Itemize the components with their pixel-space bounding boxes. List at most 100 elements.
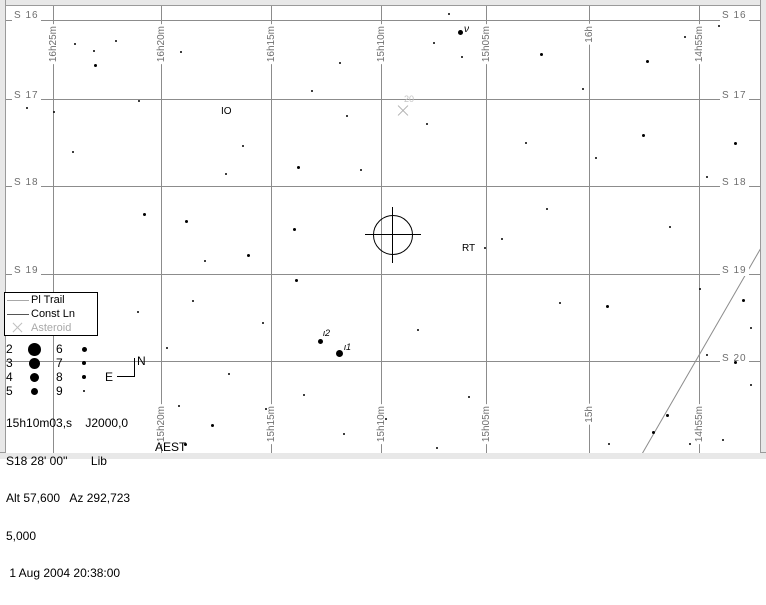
asteroid-number-label: 20 [404,94,415,104]
asteroid-cross-icon[interactable] [396,104,410,118]
timezone-label: AEST [155,440,187,454]
magnitude-dot-icon [22,357,46,369]
dec-gridline [6,274,760,275]
star [297,166,300,169]
star [166,347,168,349]
magnitude-dot-icon [22,387,46,395]
magnitude-dot-icon [72,390,96,392]
star [433,42,435,44]
pl-trail-line-icon [5,295,31,305]
compass-north-line [134,358,135,376]
legend-label: Pl Trail [31,294,65,306]
ra-gridline [699,6,700,453]
star-label-iota1: ι1 [344,342,352,352]
star [247,254,250,257]
star-chart-window: S 16 S 17 S 18 S 19 S 16 S 17 S 18 S 19 … [0,0,766,579]
star [385,418,387,420]
legend-label: Asteroid [31,322,72,334]
star [689,443,691,445]
legend-item-asteroid: Asteroid [5,321,97,335]
magnitude-row: 2 [6,342,46,356]
star [242,145,244,147]
magnitude-value: 2 [6,342,13,356]
compass-east-label: E [105,370,114,384]
magnitude-dot-icon [72,375,96,379]
star [722,439,724,441]
star [750,384,752,386]
star [582,88,584,90]
star [706,354,708,356]
legend-label: Const Ln [31,308,76,320]
star [228,373,230,375]
ra-gridline [161,6,162,453]
magnitude-dot-icon [22,372,46,382]
star [448,13,450,15]
magnitude-value: 3 [6,356,13,370]
star [608,443,610,445]
star [185,220,188,223]
star [734,142,737,145]
star [138,100,140,102]
star [262,322,264,324]
star [343,433,345,435]
star [436,447,438,449]
star [750,327,752,329]
star [339,62,341,64]
dec-label-right: S 20 [720,353,749,364]
star [484,247,486,249]
star [180,51,182,53]
star [295,279,298,282]
crosshair-reticle[interactable] [365,207,421,263]
magnitude-dot-icon [72,346,96,352]
magnitude-value: 9 [56,384,63,398]
star [93,50,95,52]
ra-label-bottom: 14h55m [694,404,705,445]
sky-canvas[interactable]: S 16 S 17 S 18 S 19 S 16 S 17 S 18 S 19 … [6,6,760,453]
coordinate-readout: 15h10m03,s J2000,0 S18 28' 00'' Lib Alt … [6,392,130,605]
star [115,40,117,42]
dec-label-left: S 19 [12,265,41,276]
star [699,288,701,290]
star [225,173,227,175]
ra-label-bottom: 15h20m [156,404,167,445]
star [684,36,686,38]
ra-label-top: 16h20m [156,24,167,65]
legend-item-const-ln: Const Ln [5,307,97,321]
dec-gridline [6,99,760,100]
readout-line-ra: 15h10m03,s J2000,0 [6,416,129,430]
magnitude-row: 7 [56,356,96,370]
star [72,151,74,153]
star [336,350,343,357]
ra-label-top: 16h [584,24,595,45]
ra-label-top: 15h10m [376,24,387,65]
dec-label-right: S 16 [720,10,749,21]
star [265,408,267,410]
readout-line-altaz: Alt 57,600 Az 292,723 [6,491,131,505]
star-label-iota2: ι2 [323,328,331,338]
chart-legend: Pl Trail Const Ln Asteroid [4,292,98,336]
star [53,111,55,113]
magnitude-row: 4 [6,370,46,384]
magnitude-row: 9 [56,384,96,398]
star [540,53,543,56]
ra-gridline [271,6,272,453]
ra-label-top: 16h15m [266,24,277,65]
dec-gridline [6,186,760,187]
magnitude-dot-icon [22,342,46,356]
magnitude-row: 6 [56,342,96,356]
star [652,431,655,434]
star [417,329,419,331]
dec-gridline [6,361,760,362]
star [501,238,503,240]
readout-line-datetime: 1 Aug 2004 20:38:00 [6,566,121,580]
star [718,25,720,27]
dec-label-left: S 16 [12,10,41,21]
magnitude-row: 5 [6,384,46,398]
magnitude-dot-icon [72,361,96,365]
ra-gridline [486,6,487,453]
magnitude-value: 4 [6,370,13,384]
ra-label-top: 14h55m [694,24,705,65]
magnitude-value: 5 [6,384,13,398]
reticle-vertical-line [392,207,393,263]
